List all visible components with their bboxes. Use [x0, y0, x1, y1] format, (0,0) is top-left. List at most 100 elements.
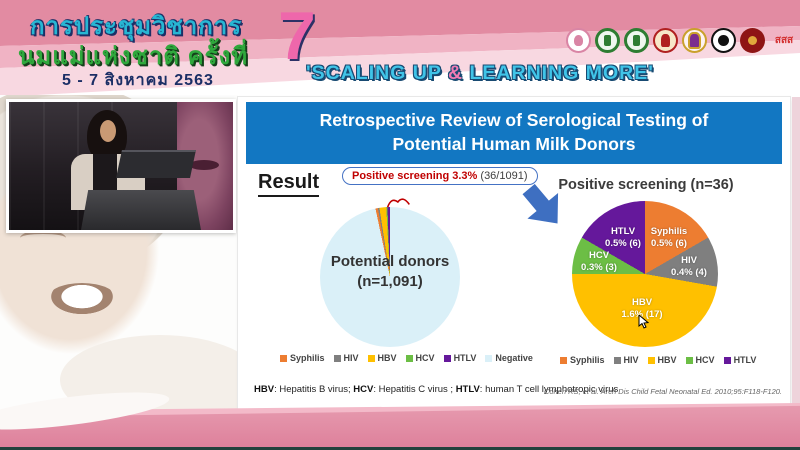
donors-label-line2: (n=1,091) [357, 273, 423, 291]
slice-name: HTLV [610, 226, 636, 238]
slide-title: Retrospective Review of Serological Test… [246, 102, 782, 164]
legend-label: HCV [415, 353, 435, 363]
bottom-pink-band [0, 384, 800, 450]
footnote-text: : human T cell lymphotropic virus [479, 384, 619, 395]
arrow-right-icon [513, 175, 578, 241]
legend-label: HBV [657, 355, 677, 365]
footnote-text: : Hepatitis C virus ; [373, 384, 456, 395]
result-heading: Result [258, 171, 320, 197]
slice-label-syphilis: Syphilis 0.5% (6) [651, 226, 687, 250]
legend-label: Negative [495, 353, 533, 363]
slice-label-hbv: HBV 1.6% (17) [621, 297, 662, 321]
slogan-ampersand: & [447, 62, 464, 84]
callout-detail: (36/1091) [480, 170, 528, 182]
stage-screen-detail [189, 160, 219, 170]
legend-item: HIV [333, 353, 359, 363]
legend-label: HCV [695, 355, 715, 365]
slice-name: HIV [681, 255, 697, 267]
positive-screening-title: Positive screening (n=36) [558, 177, 734, 193]
potential-donors-pie-chart: Potential donors (n=1,091) [320, 207, 460, 347]
sss-logo-text: สสส [774, 35, 794, 46]
legend-label: HTLV [733, 355, 757, 365]
legend-label: HBV [377, 353, 397, 363]
legend-swatch-syphilis [280, 354, 287, 362]
legend-label: Syphilis [570, 355, 605, 365]
mouse-cursor-icon [638, 313, 650, 334]
slice-value: 0.3% (3) [581, 262, 617, 273]
slice-label-hcv: HCV 0.3% (3) [581, 250, 617, 274]
legend-swatch-syphilis [560, 356, 567, 364]
positive-screening-pie-chart: Syphilis 0.5% (6) HIV 0.4% (4) HBV 1.6% … [572, 201, 718, 347]
legend-item: Syphilis [560, 355, 605, 365]
slice-name: HCV [588, 250, 610, 262]
slice-value: 0.5% (6) [605, 238, 641, 249]
legend-swatch-hiv [613, 356, 621, 364]
legend-swatch-hiv [333, 354, 341, 362]
slice-value: 1.6% (17) [621, 309, 663, 320]
slogan-prefix: 'SCALING UP [306, 62, 448, 84]
footnote-htlv: HTLV [455, 384, 480, 395]
conference-title-line1: การประชุมวิชาการ [30, 13, 243, 40]
university-seal-logo-icon [711, 28, 736, 53]
medical-dept-logo-icon [624, 28, 649, 53]
slogan-suffix: LEARNING MORE' [463, 62, 654, 84]
edition-number: 7 [278, 0, 316, 74]
legend-swatch-hcv [685, 356, 693, 364]
right-edge-pink-strip [792, 97, 800, 405]
band-dark-baseline [0, 447, 800, 450]
footnote-text: : Hepatitis B virus; [274, 384, 354, 395]
top-banner: การประชุมวิชาการ นมแม่แห่งชาติ ครั้งที่ … [0, 0, 800, 100]
legend-swatch-hbv [367, 354, 375, 362]
legend-item: HTLV [443, 353, 477, 363]
legend-swatch-hcv [405, 354, 413, 362]
slice-value: 0.5% (6) [651, 238, 687, 249]
legend-swatch-negative [485, 354, 493, 362]
legend-swatch-hbv [647, 356, 655, 364]
legend-item: HCV [405, 353, 435, 363]
mother-child-logo-icon [566, 28, 591, 53]
slice-value: 0.4% (4) [671, 267, 707, 278]
presenter-face [100, 120, 116, 142]
slice-label-htlv: HTLV 0.5% (6) [605, 226, 641, 250]
health-ministry-logo-icon [595, 28, 620, 53]
legend-label: HIV [623, 355, 639, 365]
callout-brace-icon [385, 192, 411, 213]
callout-highlight: Positive screening 3.3% [352, 170, 478, 182]
footnote-hcv: HCV [353, 384, 374, 395]
presentation-slide: Retrospective Review of Serological Test… [238, 97, 790, 412]
legend-item: HCV [685, 355, 715, 365]
potential-donors-center-label: Potential donors (n=1,091) [320, 252, 460, 293]
presenter-video-inset [6, 99, 236, 233]
royal-college-logo-icon [653, 28, 678, 53]
pediatric-society-logo-icon [682, 28, 707, 53]
thaihealth-sss-logo: สสส [769, 28, 799, 53]
conference-slogan: 'SCALING UP & LEARNING MORE' [306, 62, 798, 85]
slice-name: Syphilis [650, 226, 688, 238]
legend-item: Negative [485, 353, 533, 363]
sponsor-logos-row: สสส [566, 28, 799, 53]
footnote-hbv: HBV [254, 384, 275, 395]
conference-title-line2: นมแม่แห่งชาติ ครั้งที่ [18, 43, 249, 70]
abbreviation-footnote: HBV: Hepatitis B virus; HCV: Hepatitis C… [254, 384, 618, 395]
association-seal-logo-icon [740, 28, 765, 53]
legend-item: HTLV [723, 355, 757, 365]
baby-smile-shape [46, 283, 118, 317]
conference-date: 5 - 7 สิงหาคม 2563 [62, 72, 214, 89]
legend-swatch-htlv [443, 354, 451, 362]
legend-label: HTLV [453, 353, 477, 363]
positive-screening-callout: Positive screening 3.3% (36/1091) [342, 167, 538, 185]
legend-label: Syphilis [290, 353, 325, 363]
legend-swatch-htlv [723, 356, 731, 364]
reference-citation: Cohen RS, et al. Arch Dis Child Fetal Ne… [543, 387, 782, 396]
legend-item: HIV [613, 355, 639, 365]
legend-item: Syphilis [280, 353, 325, 363]
right-pie-legend: Syphilis HIV HBV HCV HTLV [560, 355, 756, 365]
presenter-video-frame [9, 102, 233, 230]
legend-item: HBV [647, 355, 677, 365]
podium [81, 190, 201, 230]
potential-donors-pie [320, 207, 460, 347]
slice-name: HBV [631, 297, 653, 309]
left-pie-legend: Syphilis HIV HBV HCV HTLV Negative [280, 353, 533, 363]
legend-label: HIV [343, 353, 359, 363]
